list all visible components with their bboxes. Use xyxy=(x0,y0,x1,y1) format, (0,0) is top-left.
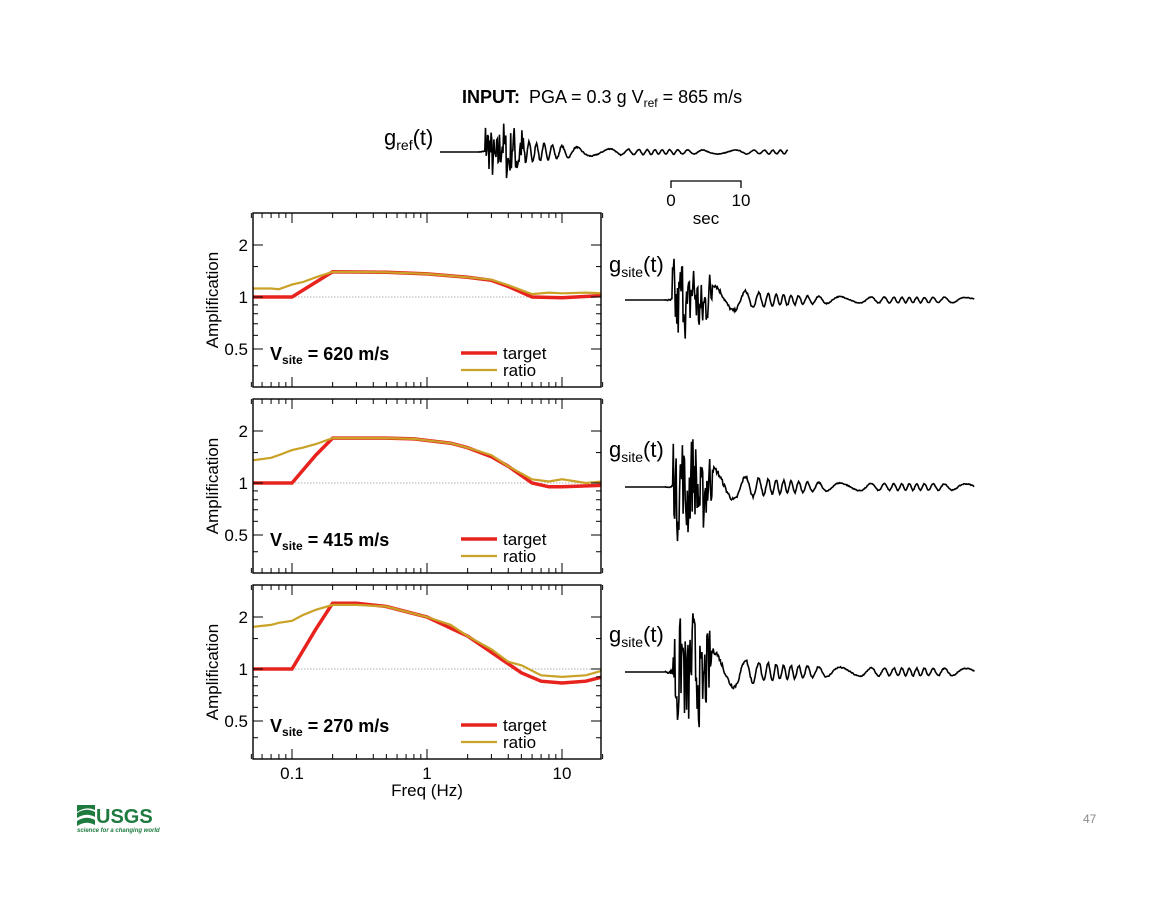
logo-text: USGS xyxy=(96,806,153,828)
scale-unit: sec xyxy=(693,209,720,228)
site-velocity-annotation: Vsite = 270 m/s xyxy=(270,716,389,739)
legend-label-target: target xyxy=(503,530,547,549)
title-bold: INPUT: xyxy=(462,87,520,107)
annotation-main: V xyxy=(270,344,282,364)
site-signal-label: gsite(t) xyxy=(609,437,664,465)
site-label-main: g xyxy=(609,622,621,647)
y-tick-label: 2 xyxy=(239,422,248,441)
page-number: 47 xyxy=(1083,812,1097,826)
site-label-sub: site xyxy=(621,634,643,650)
site-label-main: g xyxy=(609,437,621,462)
ref-label-sub: ref xyxy=(396,137,412,153)
site-label-main: g xyxy=(609,252,621,277)
x-axis-label: Freq (Hz) xyxy=(391,781,463,800)
site-velocity-annotation: Vsite = 415 m/s xyxy=(270,530,389,553)
legend-label-ratio: ratio xyxy=(503,361,536,380)
y-tick-label: 0.5 xyxy=(224,340,248,359)
site-label-sub: site xyxy=(621,449,643,465)
site-label-end: (t) xyxy=(643,437,664,462)
ratio-series-line xyxy=(253,270,601,296)
logo-tagline: science for a changing world xyxy=(77,828,160,834)
annotation-rest: = 415 m/s xyxy=(303,530,390,550)
y-tick-label: 0.5 xyxy=(224,526,248,545)
amplification-panel-2: 0.5 1 2 Amplification Vsite = 415 m/s targetr… xyxy=(203,398,604,574)
annotation-main: V xyxy=(270,716,282,736)
y-tick-label: 1 xyxy=(239,288,248,307)
x-tick-label: 0.1 xyxy=(280,764,304,783)
annotation-sub: site xyxy=(282,353,303,367)
target-series-line xyxy=(253,601,601,685)
amplification-panel-1: 0.5 1 2 Amplification Vsite = 620 m/s targetr… xyxy=(203,212,604,388)
title-rest: PGA = 0.3 g V xyxy=(529,87,644,107)
site-label-end: (t) xyxy=(643,252,664,277)
site-velocity-annotation: Vsite = 620 m/s xyxy=(270,344,389,367)
ref-label-end: (t) xyxy=(413,125,434,150)
annotation-sub: site xyxy=(282,539,303,553)
site-label-end: (t) xyxy=(643,622,664,647)
site-signal-label: gsite(t) xyxy=(609,252,664,280)
y-tick-label: 1 xyxy=(239,660,248,679)
usgs-logo: USGS science for a changing world xyxy=(77,805,160,834)
site-label-sub: site xyxy=(621,264,643,280)
ratio-series-line xyxy=(253,437,601,485)
legend-label-ratio: ratio xyxy=(503,547,536,566)
y-tick-label: 1 xyxy=(239,474,248,493)
usgs-wave-icon xyxy=(77,805,95,826)
title-end: = 865 m/s xyxy=(658,87,743,107)
site-waveform xyxy=(625,258,975,339)
legend-label-ratio: ratio xyxy=(503,733,536,752)
site-waveform xyxy=(625,439,975,542)
y-tick-label: 2 xyxy=(239,608,248,627)
time-scale-bar: 0 10 sec xyxy=(666,180,751,228)
amplification-panel-3: 0.5 1 2 0.1 1 10 Freq (Hz) Amplification Vsite =… xyxy=(203,584,604,800)
y-tick-label: 0.5 xyxy=(224,712,248,731)
annotation-rest: = 270 m/s xyxy=(303,716,390,736)
input-title: INPUT: PGA = 0.3 g Vref = 865 m/s xyxy=(462,87,742,110)
y-axis-label: Amplification xyxy=(203,438,222,534)
ref-signal-label: gref(t) xyxy=(384,125,433,153)
ratio-series-line xyxy=(253,603,601,679)
x-tick-label: 10 xyxy=(553,764,572,783)
y-axis-label: Amplification xyxy=(203,624,222,720)
annotation-rest: = 620 m/s xyxy=(303,344,390,364)
title-sub: ref xyxy=(644,96,659,110)
ref-label-main: g xyxy=(384,125,396,150)
reference-waveform xyxy=(440,123,788,179)
site-signal-label: gsite(t) xyxy=(609,622,664,650)
scale-end: 10 xyxy=(732,191,751,210)
annotation-main: V xyxy=(270,530,282,550)
annotation-sub: site xyxy=(282,725,303,739)
y-axis-label: Amplification xyxy=(203,252,222,348)
target-series-line xyxy=(253,270,601,300)
scale-start: 0 xyxy=(666,191,675,210)
x-tick-label: 1 xyxy=(422,764,431,783)
site-waveform xyxy=(625,613,975,728)
legend-label-target: target xyxy=(503,716,547,735)
legend-label-target: target xyxy=(503,344,547,363)
target-series-line xyxy=(253,436,601,489)
y-tick-label: 2 xyxy=(239,236,248,255)
